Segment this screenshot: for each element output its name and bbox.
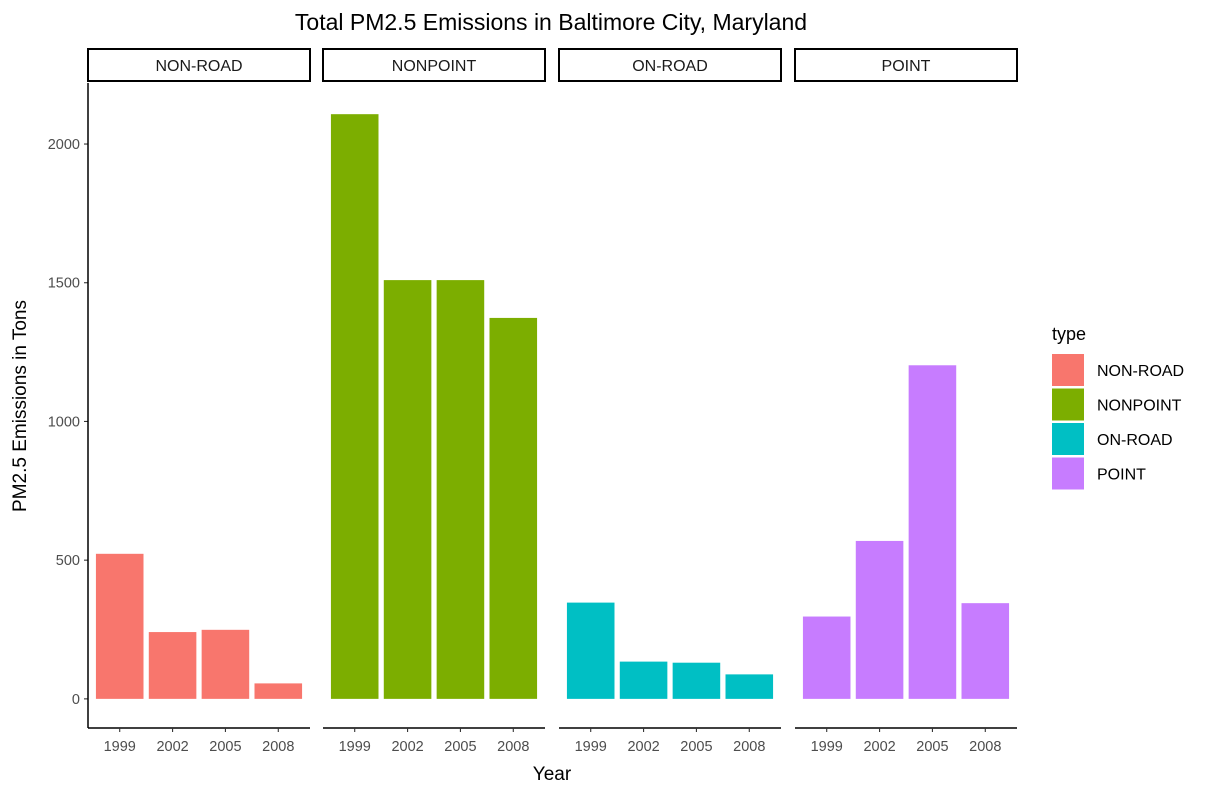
legend-label: POINT (1097, 467, 1146, 484)
facet-strip (322, 48, 546, 82)
x-tick-label: 2008 (969, 739, 1001, 755)
bar (855, 540, 904, 699)
facet-strip (794, 48, 1018, 82)
y-tick-label: 500 (56, 553, 80, 569)
legend-key (1052, 354, 1084, 386)
y-axis-title: PM2.5 Emissions in Tons (10, 300, 31, 512)
x-tick-label: 1999 (575, 739, 607, 755)
x-tick-label: 2002 (391, 739, 423, 755)
y-tick-label: 0 (72, 692, 80, 708)
y-tick-label: 1500 (48, 276, 80, 292)
chart-title: Total PM2.5 Emissions in Baltimore City,… (295, 9, 807, 35)
x-tick-label: 1999 (811, 739, 843, 755)
bar (383, 280, 432, 699)
facet-nonpoint: NONPOINT 1999 2002 2005 2008 (322, 48, 546, 755)
legend-key (1052, 423, 1084, 455)
x-tick-label: 2005 (680, 739, 712, 755)
x-tick-label: 2005 (916, 739, 948, 755)
facet-strip-label: NONPOINT (392, 58, 477, 75)
facets: NON-ROAD 1999 2002 2005 2008 NONPOINT 1999 2002… (87, 48, 1018, 755)
x-tick-label: 2002 (156, 739, 188, 755)
facet-strip (558, 48, 782, 82)
facet-strip-label: NON-ROAD (155, 58, 242, 75)
bar (489, 317, 538, 699)
bar (254, 683, 303, 699)
facet-non-road: NON-ROAD 1999 2002 2005 2008 (87, 48, 311, 755)
bar (619, 661, 668, 699)
x-tick-label: 2008 (497, 739, 529, 755)
facet-on-road: ON-ROAD 1999 2002 2005 2008 (558, 48, 782, 755)
bar (908, 365, 957, 699)
facet-strip-label: ON-ROAD (632, 58, 708, 75)
x-tick-label: 1999 (339, 739, 371, 755)
legend-label: NON-ROAD (1097, 363, 1184, 380)
bar (201, 629, 250, 699)
bar (436, 280, 485, 699)
bar (725, 674, 774, 699)
x-tick-label: 2005 (444, 739, 476, 755)
bar (330, 114, 379, 699)
legend-key (1052, 457, 1084, 490)
x-axis-title: Year (533, 764, 572, 785)
facet-strip-label: POINT (882, 58, 931, 75)
legend-label: NONPOINT (1097, 398, 1182, 415)
facet-point: POINT 1999 2002 2005 2008 (794, 48, 1018, 755)
legend-key (1052, 388, 1084, 421)
bar (566, 602, 615, 699)
x-tick-label: 2002 (627, 739, 659, 755)
y-tick-label: 1000 (48, 414, 80, 430)
bar (148, 632, 197, 699)
legend-title: type (1052, 324, 1086, 344)
x-tick-label: 2008 (262, 739, 294, 755)
bar (802, 616, 851, 699)
x-tick-label: 2002 (863, 739, 895, 755)
legend: type NON-ROAD NONPOINT ON-ROAD POINT (1052, 324, 1184, 490)
legend-label: ON-ROAD (1097, 432, 1173, 449)
y-tick-label: 2000 (48, 137, 80, 153)
facet-strip (87, 48, 311, 82)
x-tick-label: 2008 (733, 739, 765, 755)
x-tick-label: 2005 (209, 739, 241, 755)
bar (95, 553, 144, 699)
bar (961, 603, 1010, 699)
bar (672, 662, 721, 699)
x-tick-label: 1999 (104, 739, 136, 755)
